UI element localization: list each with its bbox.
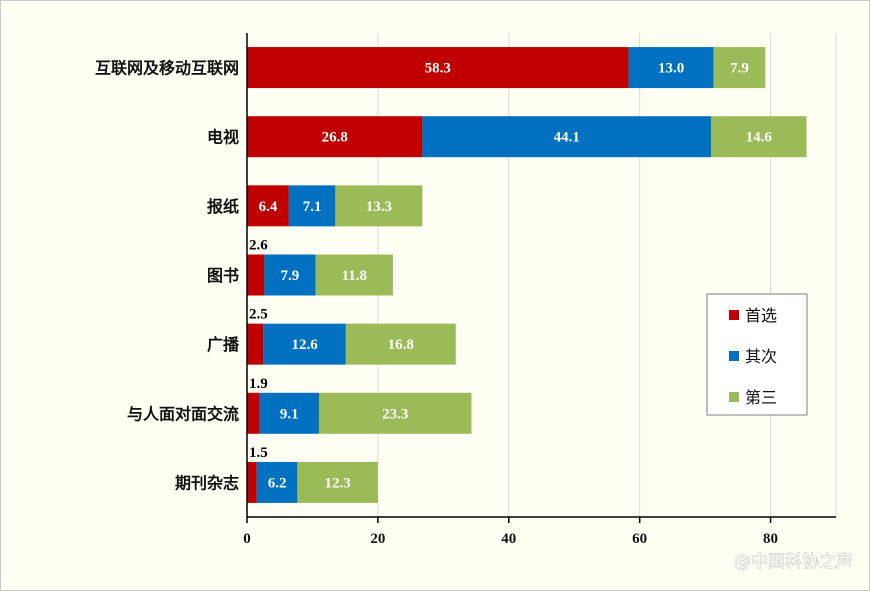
x-tick-label-4: 80 — [763, 531, 778, 547]
category-label-1: 电视 — [207, 128, 239, 147]
bar-0-1 — [628, 47, 714, 89]
category-label-2: 报纸 — [207, 197, 239, 216]
x-tick-label-3: 60 — [632, 531, 647, 547]
bar-2-1 — [288, 185, 336, 227]
category-label-4: 广播 — [207, 335, 240, 354]
data-label-5-0: 1.9 — [249, 376, 268, 392]
data-labels: 58.3 13.0 7.9 26.8 44.1 14.6 6.4 7.1 13.3 2.6 7.9 1… — [249, 61, 772, 492]
bar-6-1 — [256, 461, 298, 503]
data-label-4-2: 16.8 — [388, 337, 414, 353]
legend-box — [706, 293, 808, 416]
x-tick-label-2: 40 — [501, 531, 516, 547]
data-label-2-1: 7.1 — [303, 199, 322, 215]
bar-1-0 — [247, 116, 423, 158]
bar-5-1 — [259, 392, 319, 434]
data-label-6-2: 12.3 — [325, 475, 351, 491]
data-label-0-0: 58.3 — [425, 61, 451, 77]
bars — [247, 47, 807, 503]
bar-5-2 — [318, 392, 472, 434]
category-label-5: 与人面对面交流 — [127, 404, 239, 423]
bar-1-2 — [711, 116, 807, 158]
legend-swatch-1 — [729, 351, 739, 361]
category-label-0: 互联网及移动互联网 — [95, 59, 239, 78]
gridlines — [377, 33, 837, 517]
data-label-5-2: 23.3 — [382, 406, 408, 422]
bar-2-2 — [335, 185, 423, 227]
data-label-0-1: 13.0 — [658, 61, 684, 77]
data-label-2-0: 6.4 — [259, 199, 278, 215]
watermark: @中国科协之声 — [734, 552, 853, 572]
x-axis: 0 20 40 60 80 — [243, 33, 836, 547]
legend-label-1: 其次 — [745, 347, 777, 366]
bar-4-1 — [263, 323, 346, 365]
category-label-3: 图书 — [207, 266, 239, 285]
x-tick-label-1: 20 — [370, 531, 385, 547]
bar-1-1 — [422, 116, 712, 158]
data-label-3-1: 7.9 — [280, 268, 299, 284]
data-label-6-1: 6.2 — [268, 475, 287, 491]
bar-5-0 — [247, 392, 260, 434]
bar-4-2 — [345, 323, 456, 365]
data-label-0-2: 7.9 — [730, 61, 749, 77]
legend-label-2: 第三 — [745, 388, 777, 407]
data-label-3-0: 2.6 — [249, 238, 268, 254]
bar-6-2 — [297, 461, 378, 503]
bar-3-2 — [315, 254, 393, 296]
data-label-1-1: 44.1 — [554, 130, 580, 146]
data-label-3-2: 11.8 — [342, 268, 367, 284]
category-label-6: 期刊杂志 — [175, 473, 239, 492]
x-tick-label-0: 0 — [243, 531, 251, 547]
bar-0-2 — [713, 47, 766, 89]
data-label-5-1: 9.1 — [280, 406, 299, 422]
data-label-4-1: 12.6 — [291, 337, 318, 353]
bar-3-1 — [264, 254, 316, 296]
data-label-1-2: 14.6 — [746, 130, 773, 146]
data-label-4-0: 2.5 — [249, 307, 268, 323]
bar-2-0 — [247, 185, 289, 227]
data-label-1-0: 26.8 — [322, 130, 348, 146]
bar-0-0 — [247, 47, 629, 89]
data-label-2-2: 13.3 — [366, 199, 392, 215]
bar-4-0 — [247, 323, 264, 365]
data-label-6-0: 1.5 — [249, 445, 268, 461]
bar-6-0 — [247, 461, 257, 503]
legend-label-0: 首选 — [745, 306, 777, 325]
bar-3-0 — [247, 254, 265, 296]
legend-swatch-2 — [729, 392, 739, 402]
legend-swatch-0 — [729, 310, 739, 320]
